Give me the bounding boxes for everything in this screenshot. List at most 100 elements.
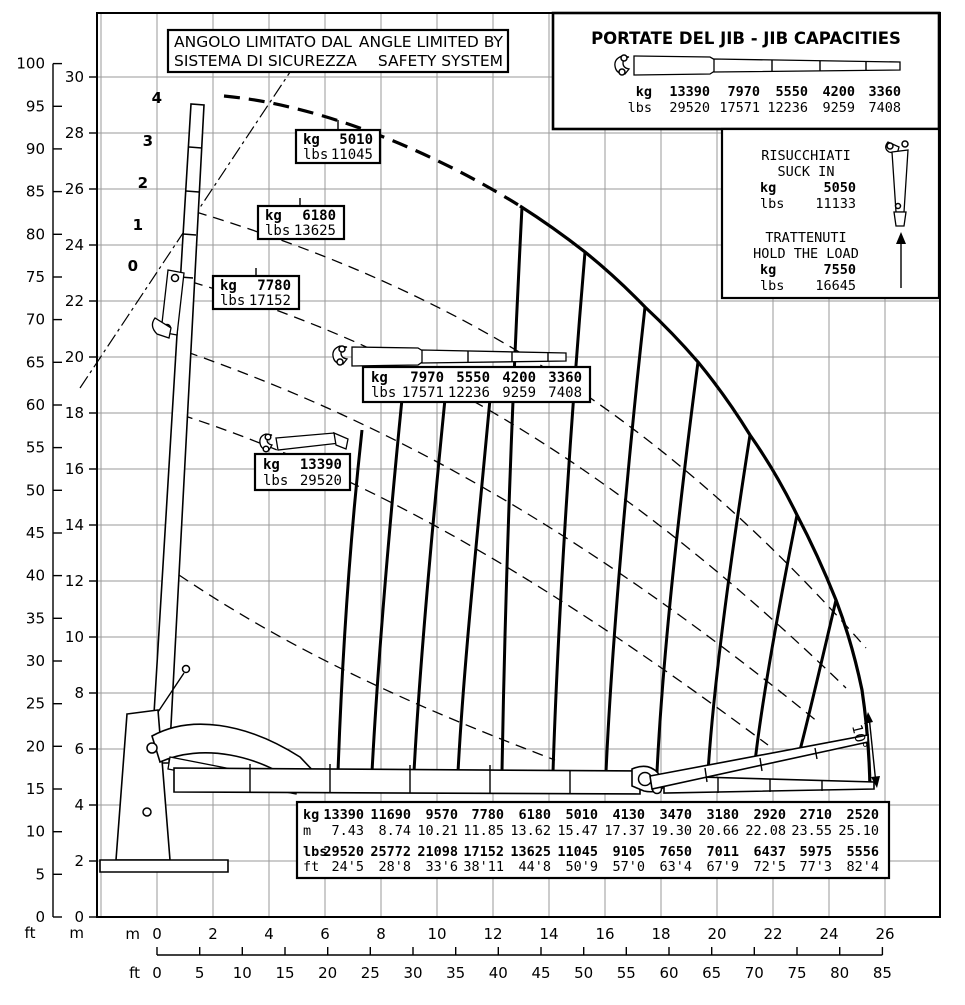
table-m-value: 19.30 [651,823,692,839]
hold-line1: TRATTENUTI [765,230,846,246]
table-lbs-value: 29520 [323,844,364,860]
suck-in-lbs-label: lbs [760,196,784,212]
main-boom-horizontal [173,767,641,795]
table-kg-value: 2920 [753,807,786,823]
bottom-m-tick-label: 14 [539,925,558,943]
suck-in-hold-panel: RISUCCHIATI SUCK IN kg 5050 lbs 11133 TR… [720,127,941,300]
bottom-m-tick-label: 20 [707,925,726,943]
safety-note-box: ANGOLO LIMITATO DAL SISTEMA DI SICUREZZA… [166,28,510,74]
bottom-ft-tick-label: 50 [574,964,593,982]
left-ft-tick-label: 30 [26,652,45,670]
bottom-m-tick-label: 18 [651,925,670,943]
bottom-m-tick-label: 24 [819,925,838,943]
table-header-lbs: lbs [303,844,327,860]
jib-panel-kg-value: 7970 [727,84,760,100]
jib-panel-lbs-label: lbs [628,100,652,116]
jib-capacities-panel: PORTATE DEL JIB - JIB CAPACITIES kg 1339… [551,11,941,131]
hold-lbs-value: 16645 [815,278,856,294]
envelope-max-reach [519,204,872,789]
bottom-ft-tick-label: 80 [830,964,849,982]
lbs-value: 17571 [402,385,444,401]
table-kg-value: 11690 [370,807,411,823]
load-curve-10 [753,514,799,763]
left-ft-tick-label: 10 [26,823,45,841]
jib-panel-kg-value: 4200 [822,84,855,100]
left-ft-tick-label: 75 [26,268,45,286]
crane-drawing [99,103,880,873]
bottom-m-tick-label: 6 [320,925,330,943]
left-ft-tick-label: 65 [26,353,45,371]
bottom-ft-tick-label: 70 [745,964,764,982]
table-kg-value: 7780 [471,807,504,823]
bottom-m-tick-label: 8 [376,925,386,943]
table-ft-value: 72'5 [753,859,786,875]
table-m-value: 22.08 [745,823,786,839]
kg-label: kg [371,370,388,386]
table-ft-value: 82'4 [846,859,879,875]
bottom-ft-tick-label: 10 [233,964,252,982]
table-ft-value: 28'8 [378,859,411,875]
table-lbs-value: 9105 [612,844,645,860]
table-kg-value: 9570 [425,807,458,823]
jib-icon-horizontal [614,54,901,76]
kg-value: 5010 [339,132,373,148]
load-curve-3 [412,398,447,773]
hold-kg-value: 7550 [823,262,856,278]
jib-panel-title: PORTATE DEL JIB - JIB CAPACITIES [591,29,901,48]
table-m-value: 13.62 [510,823,551,839]
left-ft-tick-label: 40 [26,567,45,585]
lbs-label: lbs [303,147,328,163]
bottom-m-tick-label: 0 [152,925,162,943]
lbs-value: 11045 [331,147,373,163]
kg-value: 7970 [410,370,444,386]
kg-label: kg [220,278,237,294]
suck-in-lbs-value: 11133 [815,196,856,212]
jib-panel-lbs-value: 17571 [719,100,760,116]
note-en-line1: ANGLE LIMITED BY [359,33,504,51]
bottom-ft-tick-label: 55 [617,964,636,982]
bottom-m-tick-label: 2 [208,925,218,943]
kg-value: 7780 [257,278,291,294]
bottom-ft-unit-label: ft [129,964,140,982]
boom-mark-3: 3 [143,132,153,150]
table-kg-value: 5010 [565,807,598,823]
left-ft-tick-label: 0 [35,908,45,926]
kg-label: kg [263,457,280,473]
table-lbs-value: 5975 [799,844,832,860]
table-lbs-value: 6437 [753,844,786,860]
table-kg-value: 13390 [323,807,364,823]
bottom-ft-axis: ft 0 5 10 15 20 25 30 35 40 45 50 55 60 … [129,947,892,982]
table-m-value: 8.74 [378,823,411,839]
load-curve-11 [798,599,838,751]
load-curve-4 [456,398,492,773]
table-ft-value: 38'11 [463,859,504,875]
jib-panel-lbs-value: 29520 [669,100,710,116]
left-ft-tick-label: 45 [26,524,45,542]
table-header-ft: ft [303,859,319,875]
safety-angle-limit-line [79,29,319,389]
tip-path-arc-4 [181,414,769,746]
table-header-m: m [303,823,311,839]
table-kg-value: 3180 [706,807,739,823]
table-ft-value: 24'5 [331,859,364,875]
stowed-jib-on-boom [160,269,185,336]
lbs-value: 29520 [300,473,342,489]
bottom-m-tick-label: 26 [875,925,894,943]
left-m-tick-label: 8 [74,684,84,702]
kg-value: 13390 [300,457,342,473]
angle-dimension [864,712,880,788]
load-curve-8 [655,361,700,773]
boom-mark-2: 2 [138,174,148,192]
suck-in-kg-label: kg [760,180,776,196]
boom-mark-1: 1 [133,216,143,234]
left-ft-tick-label: 70 [26,311,45,329]
load-label-5010: kg 5010 lbs 11045 [294,120,382,165]
left-ft-tick-label: 20 [26,737,45,755]
vertical-boom [150,103,205,764]
left-ft-tick-label: 90 [26,140,45,158]
table-kg-value: 2710 [799,807,832,823]
bottom-ft-tick-label: 35 [446,964,465,982]
table-kg-value: 6180 [518,807,551,823]
lbs-label: lbs [220,293,245,309]
left-m-tick-label: 0 [74,908,84,926]
